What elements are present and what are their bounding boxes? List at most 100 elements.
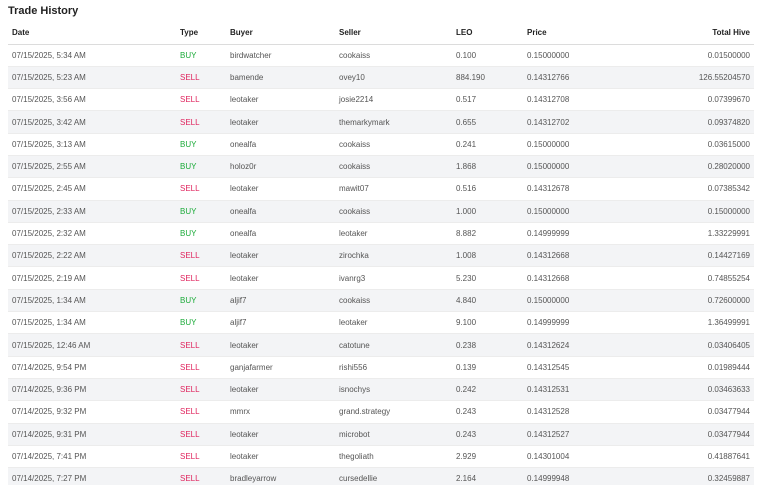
trade-type: SELL [176, 110, 226, 134]
table-row: 07/15/2025, 5:34 AM BUY birdwatcher cookais… [8, 44, 754, 67]
trade-history-panel: Trade History Date Type Buyer Seller LEO… [8, 0, 754, 485]
trade-buyer[interactable]: leotaker [226, 244, 335, 268]
trade-seller[interactable]: cookaiss [335, 133, 452, 156]
trade-price: 0.15000000 [523, 133, 630, 156]
trade-seller[interactable]: cookaiss [335, 155, 452, 179]
trade-buyer[interactable]: leotaker [226, 423, 335, 446]
column-header-type[interactable]: Type [176, 22, 226, 45]
trade-seller[interactable]: cookaiss [335, 200, 452, 223]
trade-price: 0.15000000 [523, 289, 630, 313]
trade-seller[interactable]: themarkymark [335, 110, 452, 134]
trade-total-hive: 0.01500000 [630, 44, 754, 67]
trade-total-hive: 0.07385342 [630, 177, 754, 201]
trade-seller[interactable]: ovey10 [335, 66, 452, 90]
trade-leo-amount: 9.100 [452, 311, 523, 335]
trade-price: 0.14312702 [523, 110, 630, 134]
trade-buyer[interactable]: bradleyarrow [226, 467, 335, 485]
trade-buyer[interactable]: leotaker [226, 110, 335, 134]
table-row: 07/15/2025, 3:56 AM SELL leotaker josie2214… [8, 88, 754, 112]
trade-type: SELL [176, 244, 226, 268]
table-row: 07/15/2025, 2:33 AM BUY onealfa cookaiss 1.0… [8, 200, 754, 223]
trade-buyer[interactable]: leotaker [226, 445, 335, 469]
trade-buyer[interactable]: bamende [226, 66, 335, 90]
trade-buyer[interactable]: birdwatcher [226, 44, 335, 67]
trade-leo-amount: 2.929 [452, 445, 523, 469]
trade-buyer[interactable]: ganjafarmer [226, 356, 335, 379]
table-row: 07/15/2025, 2:19 AM SELL leotaker ivanrg3 5.… [8, 266, 754, 290]
trade-buyer[interactable]: leotaker [226, 378, 335, 402]
trade-price: 0.14312766 [523, 66, 630, 90]
trade-buyer[interactable]: onealfa [226, 133, 335, 156]
trade-total-hive: 0.07399670 [630, 88, 754, 112]
trade-buyer[interactable]: leotaker [226, 266, 335, 290]
trade-leo-amount: 0.100 [452, 44, 523, 67]
trade-buyer[interactable]: aljif7 [226, 289, 335, 313]
trade-type: SELL [176, 177, 226, 201]
trade-type: SELL [176, 66, 226, 90]
trade-seller[interactable]: rishi556 [335, 356, 452, 379]
trade-buyer[interactable]: onealfa [226, 200, 335, 223]
trade-date: 07/15/2025, 3:42 AM [8, 110, 176, 134]
trade-seller[interactable]: leotaker [335, 222, 452, 246]
trade-buyer[interactable]: leotaker [226, 177, 335, 201]
trade-price: 0.14312545 [523, 356, 630, 379]
trade-seller[interactable]: cursedellie [335, 467, 452, 485]
trade-leo-amount: 0.243 [452, 423, 523, 446]
trade-date: 07/15/2025, 12:46 AM [8, 333, 176, 357]
trade-price: 0.15000000 [523, 155, 630, 179]
trade-date: 07/15/2025, 2:19 AM [8, 266, 176, 290]
trade-buyer[interactable]: holoz0r [226, 155, 335, 179]
trade-price: 0.14312668 [523, 244, 630, 268]
column-header-leo[interactable]: LEO [452, 22, 523, 45]
trade-date: 07/15/2025, 2:32 AM [8, 222, 176, 246]
trade-total-hive: 0.03477944 [630, 423, 754, 446]
trade-date: 07/14/2025, 9:31 PM [8, 423, 176, 446]
column-header-buyer[interactable]: Buyer [226, 22, 335, 45]
trade-price: 0.14312527 [523, 423, 630, 446]
trade-buyer[interactable]: onealfa [226, 222, 335, 246]
trade-buyer[interactable]: mmrx [226, 400, 335, 424]
trade-buyer[interactable]: leotaker [226, 333, 335, 357]
trade-leo-amount: 884.190 [452, 66, 523, 90]
trade-leo-amount: 0.517 [452, 88, 523, 112]
column-header-seller[interactable]: Seller [335, 22, 452, 45]
trade-type: BUY [176, 289, 226, 313]
trade-seller[interactable]: zirochka [335, 244, 452, 268]
trade-type: BUY [176, 311, 226, 335]
trade-seller[interactable]: microbot [335, 423, 452, 446]
trade-seller[interactable]: josie2214 [335, 88, 452, 112]
table-row: 07/14/2025, 9:36 PM SELL leotaker isnochys 0… [8, 378, 754, 402]
trade-leo-amount: 5.230 [452, 266, 523, 290]
trade-seller[interactable]: leotaker [335, 311, 452, 335]
trade-seller[interactable]: thegoliath [335, 445, 452, 469]
trade-leo-amount: 1.000 [452, 200, 523, 223]
table-row: 07/14/2025, 7:41 PM SELL leotaker thegoliat… [8, 445, 754, 469]
trade-price: 0.14312624 [523, 333, 630, 357]
table-row: 07/14/2025, 9:32 PM SELL mmrx grand.strateg… [8, 400, 754, 424]
trade-buyer[interactable]: aljif7 [226, 311, 335, 335]
trade-leo-amount: 0.516 [452, 177, 523, 201]
page-title: Trade History [8, 5, 79, 17]
trade-seller[interactable]: cookaiss [335, 44, 452, 67]
table-row: 07/15/2025, 2:55 AM BUY holoz0r cookaiss 1.8… [8, 155, 754, 179]
trade-seller[interactable]: cookaiss [335, 289, 452, 313]
trade-price: 0.14312531 [523, 378, 630, 402]
trade-type: SELL [176, 467, 226, 485]
column-header-total-hive[interactable]: Total Hive [630, 22, 754, 45]
trade-seller[interactable]: isnochys [335, 378, 452, 402]
trade-seller[interactable]: mawit07 [335, 177, 452, 201]
trade-seller[interactable]: ivanrg3 [335, 266, 452, 290]
trade-seller[interactable]: grand.strategy [335, 400, 452, 424]
trade-type: BUY [176, 155, 226, 179]
table-row: 07/15/2025, 3:42 AM SELL leotaker themarkym… [8, 110, 754, 134]
trade-seller[interactable]: catotune [335, 333, 452, 357]
trade-total-hive: 0.28020000 [630, 155, 754, 179]
trade-date: 07/15/2025, 1:34 AM [8, 311, 176, 335]
trade-total-hive: 1.33229991 [630, 222, 754, 246]
trade-buyer[interactable]: leotaker [226, 88, 335, 112]
table-header: Date Type Buyer Seller LEO Price Total H… [8, 22, 754, 45]
column-header-date[interactable]: Date [8, 22, 176, 45]
column-header-price[interactable]: Price [523, 22, 630, 45]
trade-type: SELL [176, 400, 226, 424]
trade-type: BUY [176, 133, 226, 156]
